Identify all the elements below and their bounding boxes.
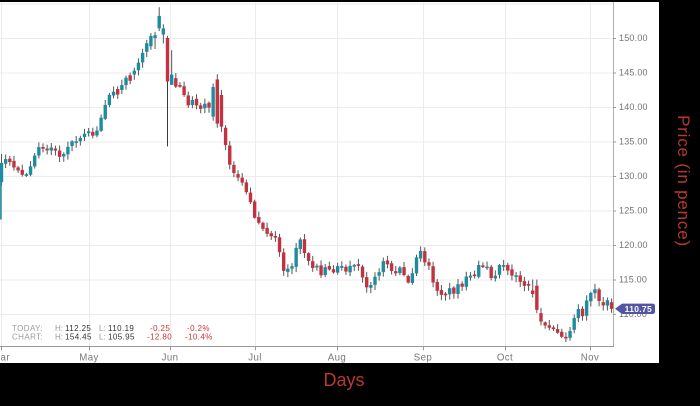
svg-text:145.00: 145.00 xyxy=(619,68,648,78)
svg-text:-0.25: -0.25 xyxy=(150,324,170,333)
svg-text:105.95: 105.95 xyxy=(108,333,135,342)
svg-text:112.25: 112.25 xyxy=(65,324,91,333)
svg-text:110.19: 110.19 xyxy=(108,324,134,333)
svg-text:CHART:: CHART: xyxy=(12,333,43,342)
svg-text:125.00: 125.00 xyxy=(619,206,648,216)
svg-text:May: May xyxy=(79,353,99,364)
svg-text:110.75: 110.75 xyxy=(625,304,652,314)
svg-text:154.45: 154.45 xyxy=(65,333,92,342)
svg-text:120.00: 120.00 xyxy=(619,240,648,250)
svg-text:Price (in pence): Price (in pence) xyxy=(674,115,693,247)
svg-text:Nov: Nov xyxy=(581,353,599,364)
svg-text:Days: Days xyxy=(323,370,364,390)
svg-text:H:: H: xyxy=(55,324,63,333)
svg-text:135.00: 135.00 xyxy=(619,137,648,147)
svg-text:-10.4%: -10.4% xyxy=(185,333,213,342)
svg-text:TODAY:: TODAY: xyxy=(12,324,43,333)
svg-text:-0.2%: -0.2% xyxy=(187,324,210,333)
svg-text:H:: H: xyxy=(55,333,63,342)
svg-text:130.00: 130.00 xyxy=(619,171,648,181)
svg-text:L:: L: xyxy=(99,333,106,342)
svg-text:-12.80: -12.80 xyxy=(147,333,172,342)
svg-text:Mar: Mar xyxy=(0,353,10,364)
svg-text:Oct: Oct xyxy=(497,353,513,364)
svg-text:Aug: Aug xyxy=(328,353,346,364)
svg-text:Sep: Sep xyxy=(414,353,432,364)
svg-text:140.00: 140.00 xyxy=(619,102,648,112)
svg-text:L:: L: xyxy=(99,324,106,333)
svg-text:Jun: Jun xyxy=(162,353,179,364)
svg-text:Jul: Jul xyxy=(248,353,262,364)
svg-text:150.00: 150.00 xyxy=(619,33,648,43)
svg-text:115.00: 115.00 xyxy=(619,275,647,285)
